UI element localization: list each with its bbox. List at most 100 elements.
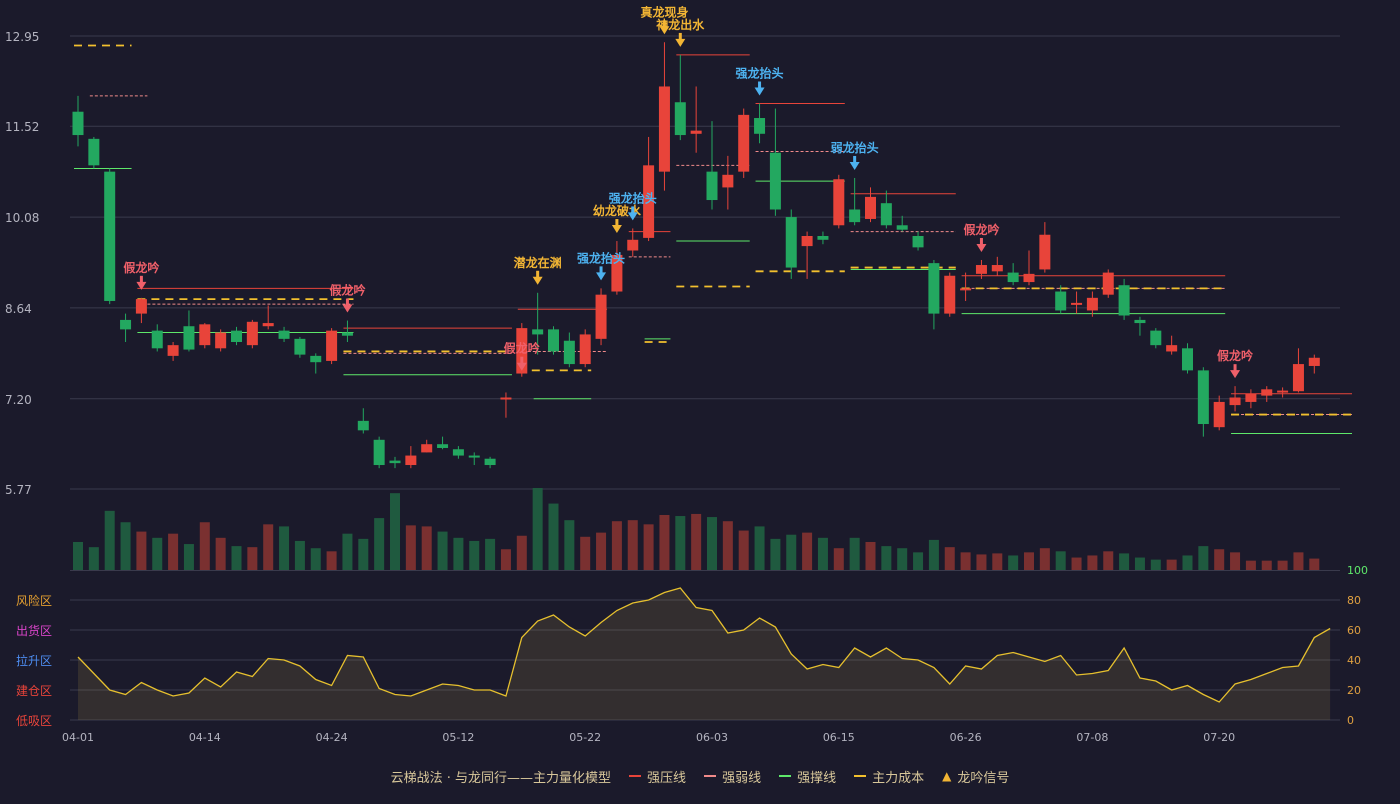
signal-arrow-stem (1233, 364, 1237, 372)
volume-bar (580, 536, 591, 570)
zone-label: 建仓区 (16, 684, 52, 698)
candle-body (1102, 272, 1114, 295)
signal-arrow-icon (611, 225, 622, 234)
signal-label: 强龙抬头 (609, 190, 657, 205)
signal-label: 真龙现身 (640, 4, 688, 19)
signal-arrow-stem (758, 81, 762, 89)
volume-bar (1024, 552, 1034, 570)
candle-body (183, 326, 195, 350)
signal-label: 假龙吟 (123, 260, 159, 275)
candle-body (1023, 273, 1035, 283)
volume-bar (263, 524, 274, 570)
volume-bar (1214, 549, 1225, 570)
signal-arrow-icon (342, 304, 353, 313)
candle-body (1055, 291, 1067, 311)
candle-body (991, 265, 1003, 272)
volume-bar (247, 547, 258, 570)
candle-body (88, 138, 100, 166)
volume-bar (897, 548, 908, 570)
volume-bar (1150, 559, 1161, 570)
volume-bar (1309, 558, 1320, 570)
candle-body (674, 102, 686, 136)
signal-label: 强龙抬头 (736, 66, 784, 81)
price-tick-label: 11.52 (5, 120, 39, 134)
volume-bar (1182, 555, 1193, 570)
candle-body (1118, 285, 1130, 316)
legend-title: 云梯战法 · 与龙同行——主力量化模型 (390, 770, 612, 786)
legend-item-resist[interactable]: 强压线 (629, 767, 686, 786)
signal-arrow-stem (631, 206, 635, 214)
candle-body (785, 217, 797, 268)
indicator-tick-label: 80 (1347, 594, 1361, 607)
zone-label: 风险区 (16, 593, 52, 608)
signal-arrow-stem (536, 270, 540, 278)
legend-support-label: 强撑线 (797, 770, 837, 786)
legend-item-cost[interactable]: 主力成本 (854, 767, 924, 786)
legend-item-signal[interactable]: ▲ 龙吟信号 (942, 767, 1009, 786)
volume-bar (1261, 560, 1272, 570)
candle-body (468, 455, 480, 458)
signal-label: 假龙吟 (963, 222, 999, 237)
indicator-tick-label: 100 (1347, 564, 1368, 577)
candle-body (849, 209, 861, 223)
signal-arrow-icon (1230, 370, 1241, 379)
legend-item-weak[interactable]: 强弱线 (704, 767, 761, 786)
signal-arrow-icon (516, 362, 527, 371)
volume-bar (294, 540, 305, 570)
volume-bar (1039, 548, 1050, 570)
candle-body (1213, 401, 1225, 428)
signal-label: 强龙抬头 (577, 250, 625, 265)
volume-bar (675, 516, 686, 570)
volume-bar (770, 538, 781, 570)
volume-bar (707, 517, 717, 570)
candle-body (389, 460, 401, 464)
signal-arrow-icon (849, 161, 860, 170)
x-tick-label: 06-15 (823, 731, 855, 744)
price-tick-label: 7.20 (5, 393, 32, 407)
volume-bar (627, 520, 638, 570)
indicator-area (78, 588, 1331, 720)
volume-bar (611, 521, 622, 570)
candle-body (817, 236, 829, 240)
x-tick-label: 05-12 (442, 731, 474, 744)
volume-bar (168, 533, 179, 570)
candle-body (912, 236, 924, 248)
volume-bar (833, 548, 844, 570)
candle-body (341, 332, 353, 336)
candle-body (706, 171, 718, 201)
signal-arrow-icon (659, 26, 670, 35)
indicator-tick-label: 40 (1347, 654, 1361, 667)
volume-bar (1293, 552, 1304, 570)
candle-body (563, 340, 575, 365)
x-tick-label: 05-22 (569, 731, 601, 744)
volume-bar (120, 522, 131, 570)
volume-bar (231, 546, 242, 570)
volume-bar (849, 537, 860, 570)
candle-body (1182, 348, 1193, 371)
candle-body (215, 332, 227, 349)
legend-signal-label: 龙吟信号 (957, 770, 1010, 786)
volume-bar (152, 537, 163, 570)
volume-bar (643, 524, 654, 570)
candle-body (1277, 390, 1289, 393)
candle-body (167, 345, 179, 356)
candle-body (548, 329, 559, 352)
legend-cost-label: 主力成本 (872, 770, 925, 786)
candle-body (294, 338, 306, 355)
legend-item-support[interactable]: 强撑线 (779, 767, 836, 786)
volume-bar (1119, 553, 1130, 570)
candle-body (1039, 234, 1051, 270)
candle-body (960, 288, 972, 291)
volume-bar (802, 532, 813, 570)
volume-bar (960, 552, 971, 570)
volume-bar (865, 541, 876, 570)
candle-body (643, 165, 655, 238)
volume-bar (310, 548, 321, 570)
signal-arrow-stem (345, 298, 349, 306)
signal-arrow-stem (599, 266, 603, 274)
volume-bar (88, 547, 99, 570)
candle-body (801, 236, 813, 247)
volume-bar (73, 541, 83, 570)
signal-arrow-stem (979, 237, 983, 245)
volume-bar (453, 537, 464, 570)
